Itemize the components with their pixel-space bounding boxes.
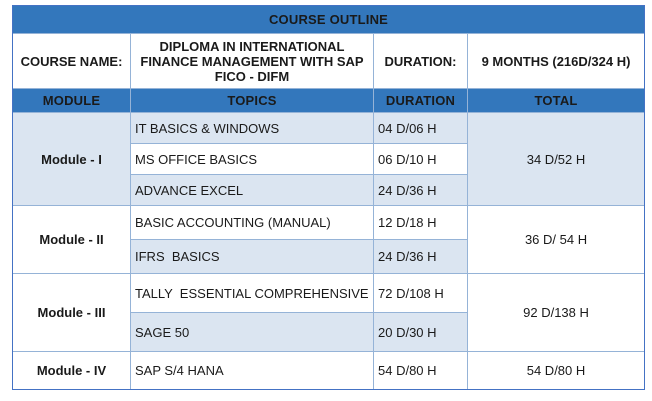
table-row: Module - II BASIC ACCOUNTING (MANUAL) 12… bbox=[12, 205, 646, 274]
duration-cell: 54 D/80 H bbox=[373, 351, 468, 390]
topic-cell: MS OFFICE BASICS bbox=[130, 143, 374, 175]
table-row: Module - IV SAP S/4 HANA 54 D/80 H 54 D/… bbox=[12, 351, 646, 390]
column-header-total: TOTAL bbox=[466, 88, 646, 113]
column-header-module: MODULE bbox=[12, 88, 131, 113]
topic-cell: SAGE 50 bbox=[130, 312, 374, 352]
duration-cell: 04 D/06 H bbox=[373, 112, 468, 144]
column-header-topics: TOPICS bbox=[130, 88, 374, 113]
table-row: SAGE 50 20 D/30 H bbox=[13, 312, 645, 352]
module-cell: Module - III bbox=[12, 273, 131, 352]
table-header-row: MODULE TOPICS DURATION TOTAL bbox=[12, 88, 646, 113]
column-header-duration: DURATION bbox=[373, 88, 468, 113]
table-row: MS OFFICE BASICS 06 D/10 H bbox=[13, 143, 645, 175]
total-cell: 92 D/138 H bbox=[466, 273, 646, 352]
course-name-label: COURSE NAME: bbox=[12, 33, 131, 89]
duration-cell: 24 D/36 H bbox=[373, 239, 468, 274]
topic-cell: BASIC ACCOUNTING (MANUAL) bbox=[130, 205, 374, 240]
topic-cell: IT BASICS & WINDOWS bbox=[130, 112, 374, 144]
table-row: Module - I IT BASICS & WINDOWS 04 D/06 H… bbox=[12, 112, 646, 206]
topic-cell: ADVANCE EXCEL bbox=[130, 174, 374, 206]
duration-cell: 20 D/30 H bbox=[373, 312, 468, 352]
table-row: COURSE OUTLINE bbox=[11, 5, 646, 34]
duration-value: 9 MONTHS (216D/324 H) bbox=[466, 33, 646, 89]
course-name-value: DIPLOMA IN INTERNATIONAL FINANCE MANAGEM… bbox=[130, 33, 374, 89]
table-row: Module - III TALLY ESSENTIAL COMPREHENSI… bbox=[12, 273, 646, 352]
topic-cell: TALLY ESSENTIAL COMPREHENSIVE bbox=[130, 273, 374, 313]
course-outline-table: COURSE OUTLINE COURSE NAME: DIPLOMA IN I… bbox=[11, 5, 646, 390]
table-title: COURSE OUTLINE bbox=[11, 5, 646, 34]
duration-label: DURATION: bbox=[373, 33, 468, 89]
module-cell: Module - I bbox=[12, 112, 131, 206]
module-cell: Module - IV bbox=[12, 351, 131, 390]
duration-cell: 24 D/36 H bbox=[373, 174, 468, 206]
duration-cell: 72 D/108 H bbox=[373, 273, 468, 313]
total-cell: 54 D/80 H bbox=[466, 351, 646, 390]
total-cell: 36 D/ 54 H bbox=[466, 205, 646, 274]
total-cell: 34 D/52 H bbox=[466, 112, 646, 206]
topic-cell: SAP S/4 HANA bbox=[130, 351, 374, 390]
table-row: COURSE NAME: DIPLOMA IN INTERNATIONAL FI… bbox=[12, 33, 646, 89]
topic-cell: IFRS BASICS bbox=[130, 239, 374, 274]
table-row: ADVANCE EXCEL 24 D/36 H bbox=[13, 174, 645, 206]
module-cell: Module - II bbox=[12, 205, 131, 274]
duration-cell: 06 D/10 H bbox=[373, 143, 468, 175]
duration-cell: 12 D/18 H bbox=[373, 205, 468, 240]
